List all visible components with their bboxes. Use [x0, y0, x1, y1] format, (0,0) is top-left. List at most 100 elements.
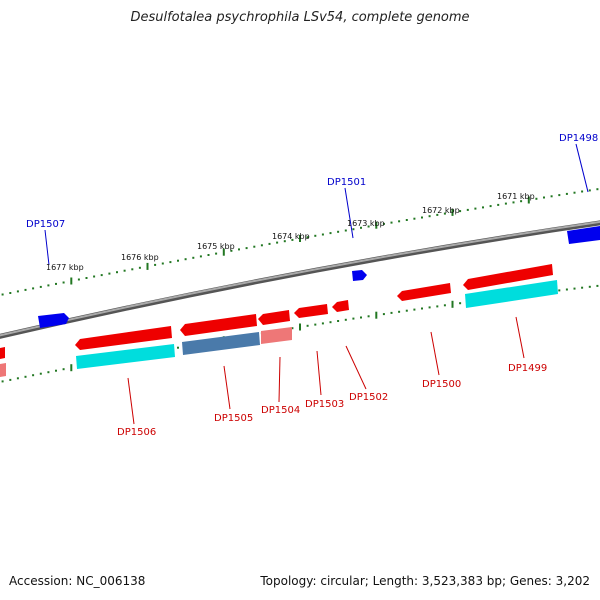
outer-minor-tick	[367, 225, 370, 228]
outer-minor-tick	[55, 282, 57, 285]
gene-label-DP1503[interactable]: DP1503	[305, 399, 344, 410]
gene-label-DP1502[interactable]: DP1502	[349, 392, 388, 403]
inner-minor-tick	[9, 378, 12, 381]
outer-minor-tick	[291, 238, 294, 241]
inner-minor-tick	[62, 368, 65, 371]
outer-minor-tick	[47, 284, 50, 287]
inner-minor-tick	[588, 285, 591, 288]
outer-minor-tick	[32, 287, 35, 290]
inner-minor-tick	[421, 307, 423, 310]
outer-minor-tick	[321, 233, 324, 236]
outer-minor-tick	[360, 226, 362, 229]
inner-minor-tick	[344, 318, 347, 321]
secondary-features	[0, 280, 558, 377]
inner-minor-tick	[573, 287, 576, 290]
outer-minor-tick	[199, 255, 202, 258]
gene-DP1505[interactable]	[180, 314, 257, 336]
gene-label-DP1507[interactable]: DP1507	[26, 219, 65, 230]
outer-minor-tick	[466, 208, 469, 211]
outer-minor-tick	[260, 244, 263, 247]
outer-minor-tick	[565, 192, 568, 195]
gene-DP1502[interactable]	[332, 300, 349, 312]
inner-minor-tick	[291, 327, 294, 330]
outer-minor-tick	[558, 194, 561, 197]
genome-backbone-highlight	[0, 220, 600, 337]
inner-minor-tick	[16, 377, 19, 380]
outer-minor-tick	[169, 261, 172, 264]
outer-minor-tick	[474, 207, 477, 210]
outer-minor-tick	[543, 196, 545, 199]
gene-label-DP1498[interactable]: DP1498	[559, 133, 598, 144]
leader-DP1504	[278, 356, 281, 403]
outer-minor-tick	[100, 274, 103, 277]
outer-minor-tick	[520, 200, 523, 203]
gene-label-DP1506[interactable]: DP1506	[117, 427, 156, 438]
gene-DP1503[interactable]	[294, 304, 328, 318]
inner-major-tick	[299, 323, 301, 331]
outer-minor-tick	[116, 271, 118, 274]
outer-minor-tick	[535, 197, 538, 200]
outer-minor-tick	[497, 203, 500, 206]
gene-DP1506[interactable]	[75, 326, 172, 350]
outer-minor-tick	[245, 247, 248, 250]
scale-labels: 1677 kbp 1676 kbp 1675 kbp 1674 kbp 1673…	[46, 192, 535, 272]
gene-label-DP1505[interactable]: DP1505	[214, 413, 253, 424]
outer-minor-tick	[573, 191, 576, 194]
gene-DP1498[interactable]	[567, 226, 600, 244]
inner-minor-tick	[436, 305, 439, 308]
outer-minor-tick	[443, 212, 446, 215]
gene-label-DP1499[interactable]: DP1499	[508, 363, 547, 374]
outer-major-tick	[70, 277, 73, 285]
leader-DP1498	[575, 143, 589, 193]
outer-major-tick	[146, 262, 149, 270]
gene-label-DP1500[interactable]: DP1500	[422, 379, 461, 390]
scale-label: 1672 kbp	[422, 206, 460, 215]
inner-minor-tick	[314, 323, 317, 326]
reverse-genes	[0, 264, 553, 359]
outer-minor-tick	[413, 217, 416, 220]
gene-DP1500[interactable]	[397, 283, 451, 301]
outer-minor-tick	[39, 285, 42, 288]
leader-lines	[44, 143, 589, 425]
outer-minor-tick	[24, 288, 27, 291]
outer-minor-tick	[207, 254, 210, 256]
outer-minor-tick	[9, 292, 12, 294]
outer-minor-tick	[283, 240, 286, 243]
outer-minor-tick	[93, 275, 96, 278]
inner-minor-tick	[443, 304, 446, 307]
inner-minor-tick	[360, 316, 362, 319]
inner-minor-tick	[405, 309, 408, 312]
inner-minor-tick	[367, 315, 370, 318]
inner-minor-tick	[177, 346, 179, 349]
feature-pink-partial	[0, 363, 6, 377]
outer-tick-track	[1, 188, 599, 296]
inner-minor-tick	[398, 310, 401, 313]
gene-DP1508-partial[interactable]	[0, 347, 5, 359]
outer-minor-tick	[16, 290, 19, 293]
outer-minor-tick	[337, 230, 340, 233]
gene-DP1499[interactable]	[463, 264, 553, 290]
gene-DP1504[interactable]	[258, 310, 290, 325]
inner-minor-tick	[459, 302, 462, 305]
scale-label: 1676 kbp	[121, 253, 159, 262]
outer-minor-tick	[550, 195, 553, 198]
outer-minor-tick	[390, 221, 393, 224]
gene-label-DP1504[interactable]: DP1504	[261, 405, 300, 416]
inner-minor-tick	[329, 321, 332, 324]
gene-label-DP1501[interactable]: DP1501	[327, 177, 366, 188]
gene-DP1507[interactable]	[38, 313, 69, 328]
inner-major-tick	[375, 311, 378, 319]
leader-DP1505	[223, 365, 231, 410]
feature-steel-1505	[182, 332, 260, 355]
leader-DP1503	[316, 350, 322, 396]
outer-major-tick	[527, 196, 530, 204]
outer-minor-tick	[85, 277, 88, 279]
outer-minor-tick	[421, 216, 423, 219]
outer-major-tick	[451, 208, 454, 216]
outer-minor-tick	[588, 189, 591, 192]
forward-genes	[38, 226, 600, 328]
outer-minor-tick	[489, 205, 492, 208]
gene-DP1501[interactable]	[352, 270, 367, 281]
outer-minor-tick	[459, 210, 462, 213]
leader-DP1501	[344, 187, 354, 239]
